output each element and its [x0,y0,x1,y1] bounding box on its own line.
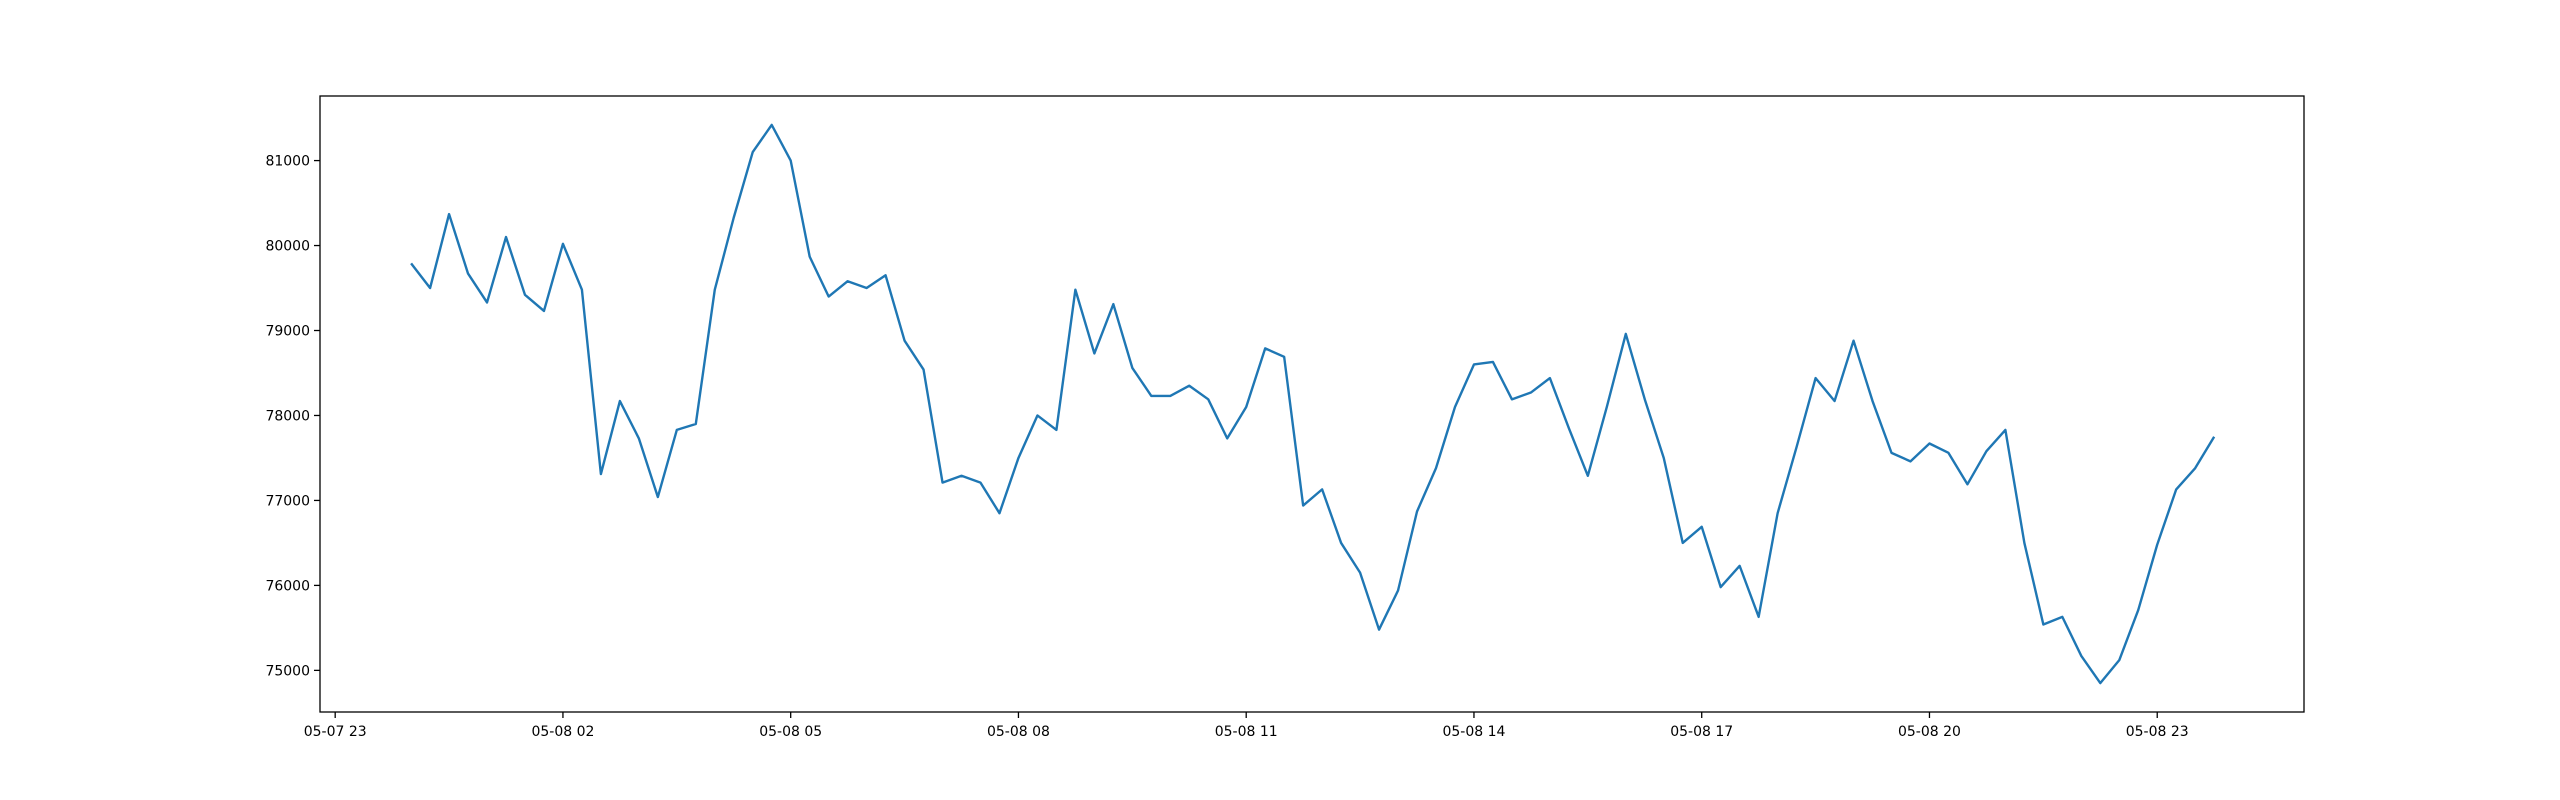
x-tick-label: 05-08 17 [1670,724,1733,740]
y-tick-label: 79000 [265,324,310,340]
y-tick-label: 78000 [265,408,310,424]
x-tick-label: 05-08 08 [987,724,1050,740]
plot-frame [319,95,2305,713]
x-tick-label: 05-07 23 [304,724,367,740]
y-tick-label: 81000 [265,154,310,170]
x-tick-label: 05-08 14 [1442,724,1505,740]
y-tick-label: 76000 [265,578,310,594]
y-tick-label: 80000 [265,239,310,255]
x-tick-label: 05-08 23 [2126,724,2189,740]
y-tick-label: 75000 [265,663,310,679]
x-tick-label: 05-08 05 [759,724,822,740]
x-tick-label: 05-08 20 [1898,724,1961,740]
x-tick-label: 05-08 02 [531,724,594,740]
y-tick-label: 77000 [265,493,310,509]
x-tick-label: 05-08 11 [1215,724,1278,740]
data-line [410,123,2216,685]
